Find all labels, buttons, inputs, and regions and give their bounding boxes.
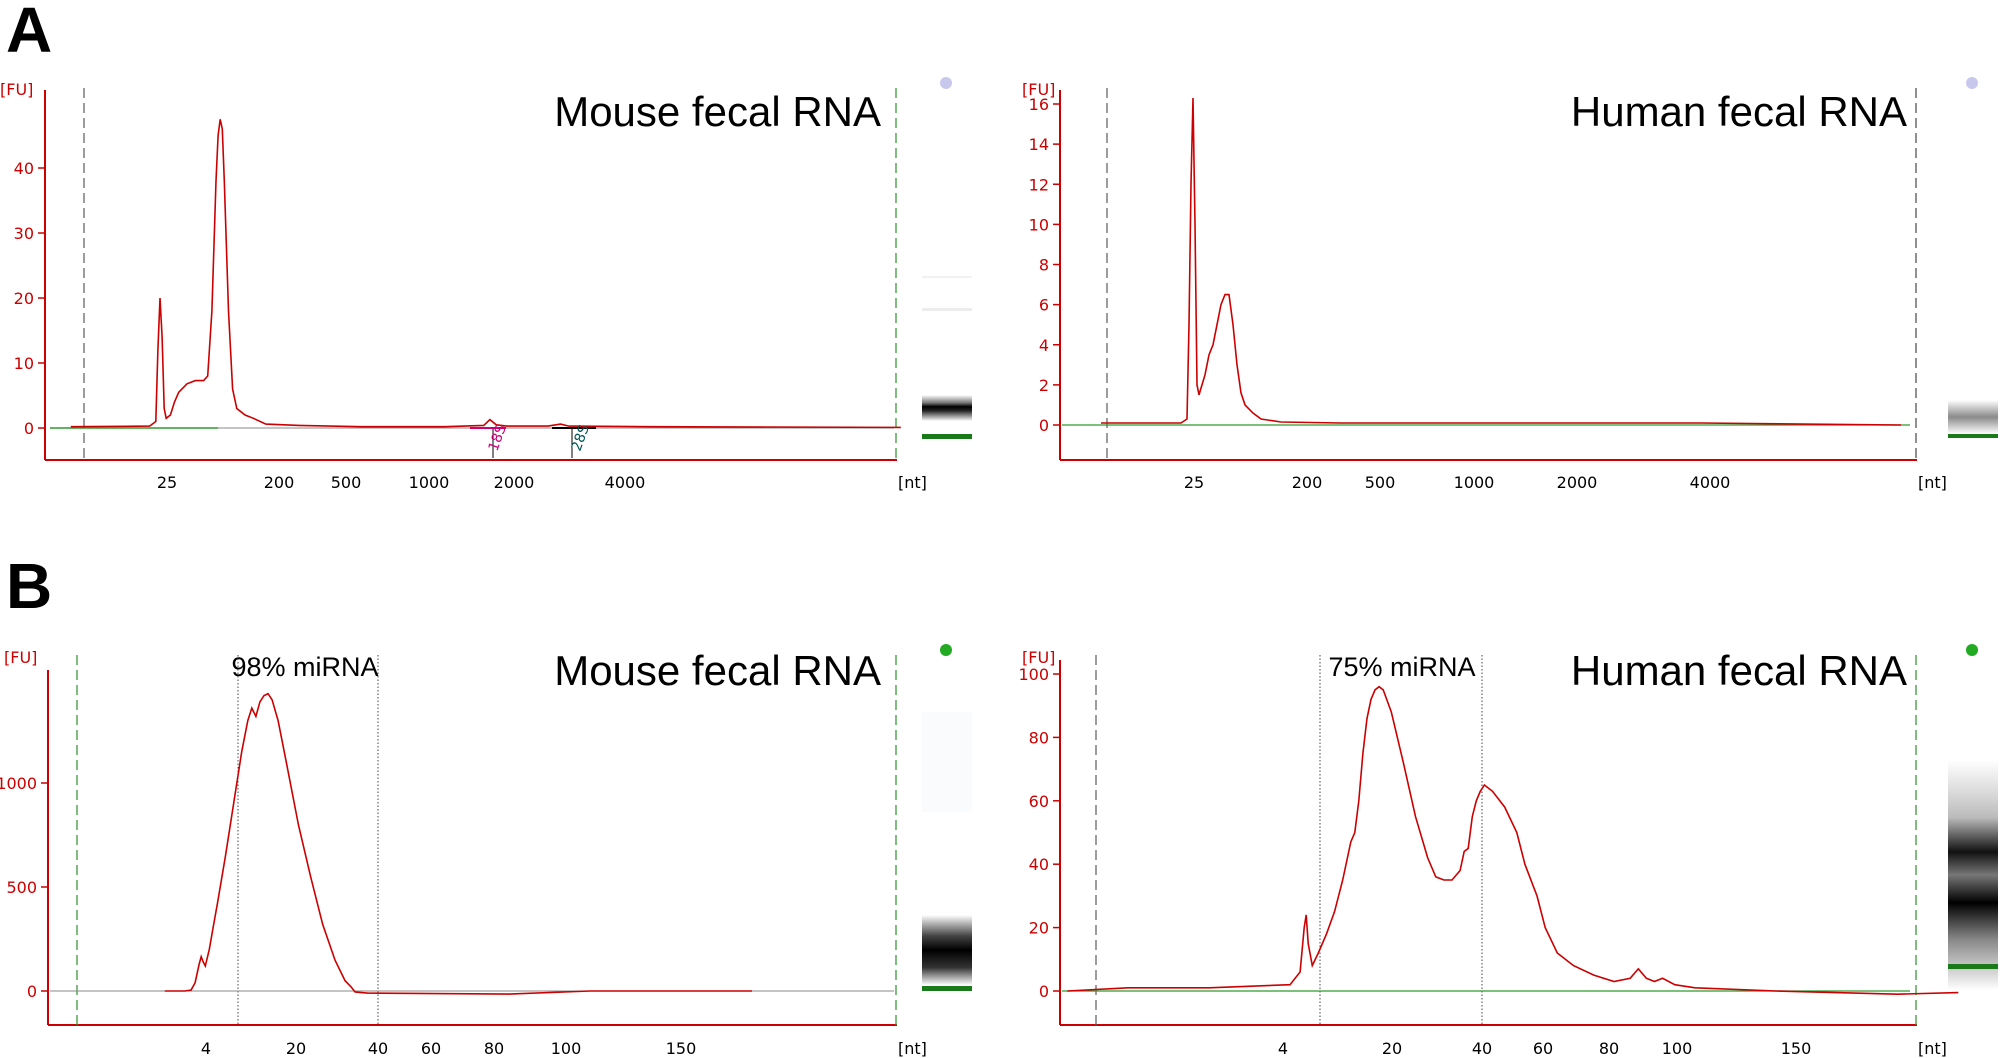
y-tick-label: 6	[1039, 296, 1049, 315]
y-tick-label: 40	[1029, 855, 1049, 874]
x-tick-label: 200	[264, 473, 295, 492]
x-tick-label: 500	[1365, 473, 1396, 492]
x-axis-unit: [nt]	[898, 473, 927, 492]
x-tick-label: 4000	[1690, 473, 1731, 492]
sample-title: Human fecal RNA	[1571, 647, 1907, 694]
y-tick-label: 30	[14, 224, 34, 243]
sample-title: Human fecal RNA	[1571, 88, 1907, 135]
gel-band-main	[1948, 400, 1998, 434]
x-tick-label: 100	[1662, 1039, 1693, 1058]
chart-human-fecal-rna-small: [FU] [nt] Human fecal RNA 75% miRNA 0 20 4…	[1018, 644, 1998, 1058]
sample-title: Mouse fecal RNA	[554, 88, 881, 135]
x-tick-label: 40	[368, 1039, 388, 1058]
x-tick-label: 60	[1533, 1039, 1553, 1058]
y-tick-label: 40	[14, 159, 34, 178]
lane-indicator-dot	[1966, 77, 1978, 89]
x-tick-label: 4000	[605, 473, 646, 492]
y-axis-unit: [FU]	[1022, 80, 1055, 99]
y-tick-label: 1000	[0, 774, 37, 793]
y-tick-label: 60	[1029, 792, 1049, 811]
lane-indicator-dot	[1966, 644, 1978, 656]
y-axis-unit: [FU]	[0, 80, 33, 99]
x-tick-label: 2000	[1557, 473, 1598, 492]
gel-lower-marker-band	[922, 434, 972, 439]
x-tick-label: 4	[201, 1039, 211, 1058]
x-axis-unit: [nt]	[1918, 1039, 1947, 1058]
gel-lane-background	[1948, 760, 1998, 990]
x-axis-unit: [nt]	[898, 1039, 927, 1058]
y-tick-label: 10	[14, 354, 34, 373]
x-tick-label: 150	[666, 1039, 697, 1058]
panel-letter-a: A	[6, 0, 52, 66]
y-tick-label: 500	[6, 878, 37, 897]
panel-letter-b: B	[6, 550, 52, 622]
y-tick-label: 4	[1039, 336, 1049, 355]
gel-lower-marker-band	[1948, 434, 1998, 438]
y-tick-label: 20	[1029, 919, 1049, 938]
y-axis-unit: [FU]	[4, 648, 37, 667]
lane-indicator-dot	[940, 644, 952, 656]
y-tick-label: 16	[1029, 95, 1049, 114]
gel-band-faint	[922, 308, 972, 311]
x-tick-label: 500	[331, 473, 362, 492]
x-axis-unit: [nt]	[1918, 473, 1947, 492]
y-tick-label: 100	[1018, 665, 1049, 684]
chart-mouse-fecal-rna-small: [FU] [nt] Mouse fecal RNA 98% miRNA 0 500…	[0, 644, 972, 1058]
y-tick-label: 0	[1039, 982, 1049, 1001]
trace-line	[164, 692, 752, 995]
y-tick-label: 0	[1039, 416, 1049, 435]
trace-line	[70, 119, 901, 429]
x-tick-label: 150	[1781, 1039, 1812, 1058]
gel-lower-marker-band	[1948, 964, 1998, 969]
x-tick-label: 100	[551, 1039, 582, 1058]
y-tick-label: 8	[1039, 256, 1049, 275]
x-tick-label: 4	[1278, 1039, 1288, 1058]
y-tick-label: 20	[14, 289, 34, 308]
x-tick-label: 25	[157, 473, 177, 492]
x-tick-label: 200	[1292, 473, 1323, 492]
chart-human-fecal-rna-total: [FU] [nt] Human fecal RNA 0246810121416 …	[1022, 77, 1998, 492]
mirna-percentage-label: 98% miRNA	[231, 652, 378, 682]
lane-indicator-dot	[940, 77, 952, 89]
x-tick-label: 20	[286, 1039, 306, 1058]
gel-band-main	[922, 915, 972, 985]
y-tick-label: 2	[1039, 376, 1049, 395]
x-tick-label: 1000	[1454, 473, 1495, 492]
y-tick-label: 10	[1029, 215, 1049, 234]
gel-band-faint	[922, 276, 972, 278]
x-tick-label: 2000	[494, 473, 535, 492]
x-tick-label: 40	[1472, 1039, 1492, 1058]
sample-title: Mouse fecal RNA	[554, 647, 881, 694]
gel-lower-marker-band	[922, 986, 972, 991]
y-tick-label: 12	[1029, 175, 1049, 194]
x-tick-label: 80	[1599, 1039, 1619, 1058]
gel-band-main	[922, 395, 972, 421]
trace-line	[1067, 685, 1959, 996]
trace-line	[1101, 97, 1902, 426]
gel-band-faint	[922, 712, 972, 812]
x-tick-label: 25	[1184, 473, 1204, 492]
y-axis-unit: [FU]	[1022, 648, 1055, 667]
y-tick-label: 0	[24, 419, 34, 438]
x-tick-label: 20	[1382, 1039, 1402, 1058]
chart-mouse-fecal-rna-total: [FU] [nt] Mouse fecal RNA 0 10 20 30 40 25 2…	[0, 77, 972, 492]
y-tick-label: 0	[27, 982, 37, 1001]
y-tick-label: 14	[1029, 135, 1049, 154]
y-tick-label: 80	[1029, 728, 1049, 747]
mirna-percentage-label: 75% miRNA	[1328, 652, 1475, 682]
x-tick-label: 80	[484, 1039, 504, 1058]
x-tick-label: 1000	[409, 473, 450, 492]
x-tick-label: 60	[421, 1039, 441, 1058]
